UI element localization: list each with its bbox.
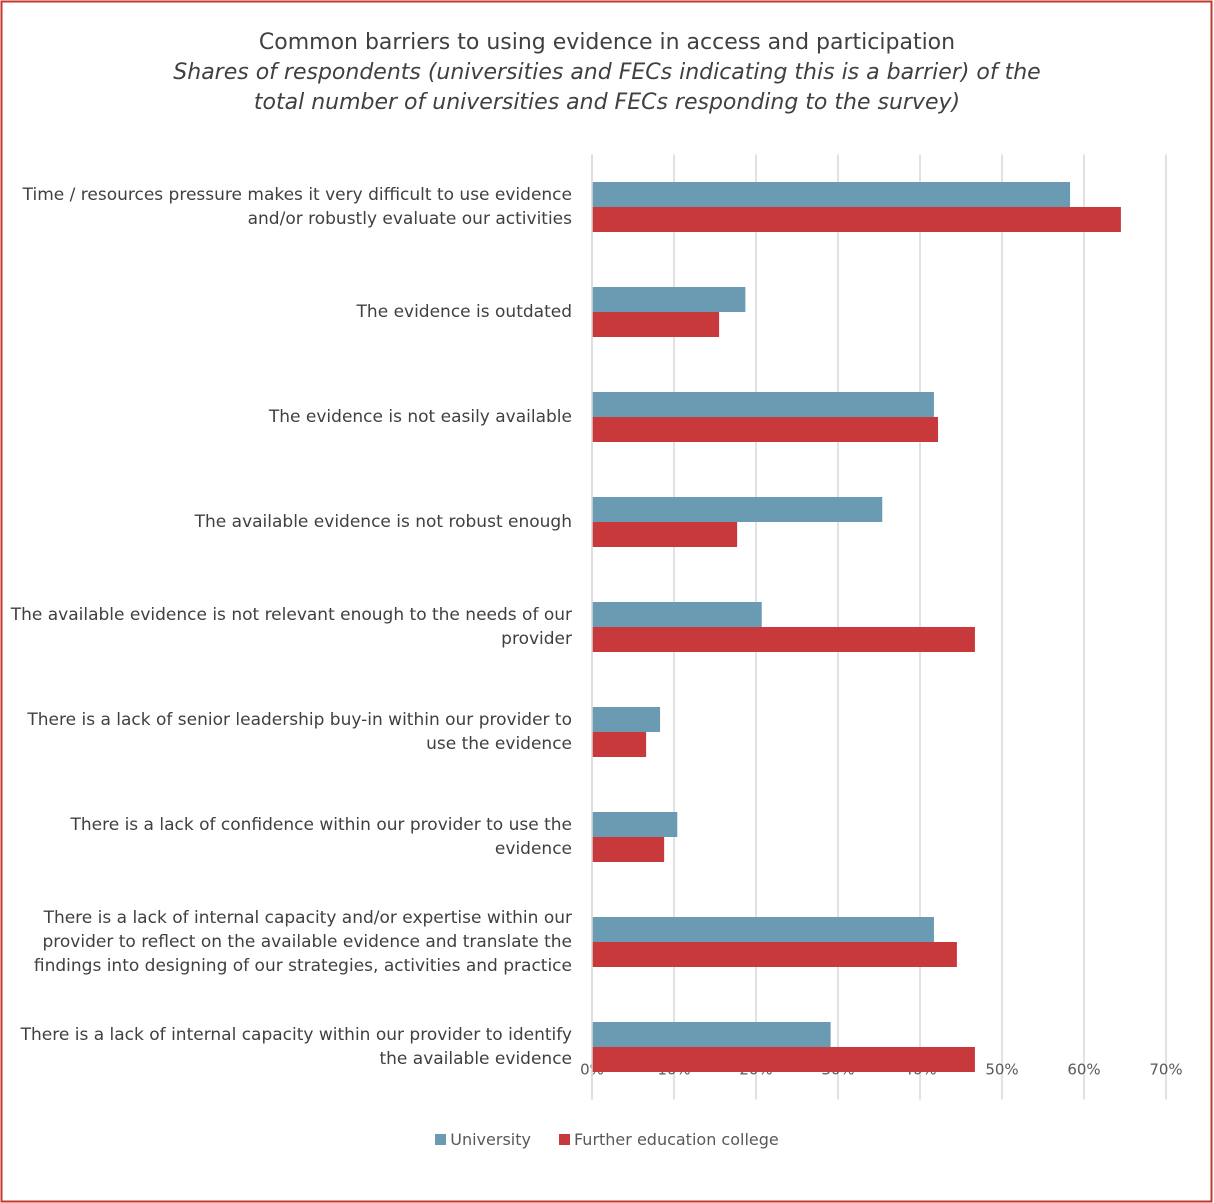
bar: [592, 837, 665, 862]
category-label: There is a lack of internal capacity and…: [33, 908, 572, 976]
bar: [592, 207, 1121, 232]
category-label: There is a lack of internal capacity wit…: [20, 1025, 572, 1069]
bar: [592, 812, 678, 837]
legend: University Further education college: [0, 1130, 1214, 1149]
category-label: There is a lack of senior leadership buy…: [27, 710, 572, 754]
bar: [592, 522, 738, 547]
x-tick-label: 50%: [985, 1061, 1018, 1079]
x-tick-label: 70%: [1149, 1061, 1182, 1079]
x-tick-label: 60%: [1067, 1061, 1100, 1079]
bar: [592, 497, 883, 522]
legend-swatch: [558, 1134, 570, 1145]
bar: [592, 312, 720, 337]
bar: [592, 417, 939, 442]
bar: [592, 287, 746, 312]
bar: [592, 182, 1071, 207]
category-label: Time / resources pressure makes it very …: [22, 185, 572, 229]
legend-label: Further education college: [573, 1130, 779, 1149]
bar: [592, 707, 661, 732]
legend-label: University: [450, 1130, 531, 1149]
category-label: The evidence is not easily available: [268, 407, 572, 427]
bar: [592, 1022, 831, 1047]
legend-item: Further education college: [558, 1130, 779, 1149]
category-label: There is a lack of confidence within our…: [70, 815, 572, 859]
bar: [592, 602, 762, 627]
category-label: The available evidence is not relevant e…: [10, 605, 572, 649]
category-label: The available evidence is not robust eno…: [194, 512, 572, 532]
chart-subtitle: Shares of respondents (universities and …: [173, 60, 1041, 115]
category-label: The evidence is outdated: [356, 302, 572, 322]
bar: [592, 392, 934, 417]
bar: [592, 917, 934, 942]
legend-swatch: [435, 1134, 447, 1145]
chart-title: Common barriers to using evidence in acc…: [258, 30, 956, 55]
bar: [592, 942, 957, 967]
bar: [592, 627, 975, 652]
bar: [592, 732, 647, 757]
legend-item: University: [435, 1130, 531, 1149]
bar: [592, 1047, 975, 1072]
